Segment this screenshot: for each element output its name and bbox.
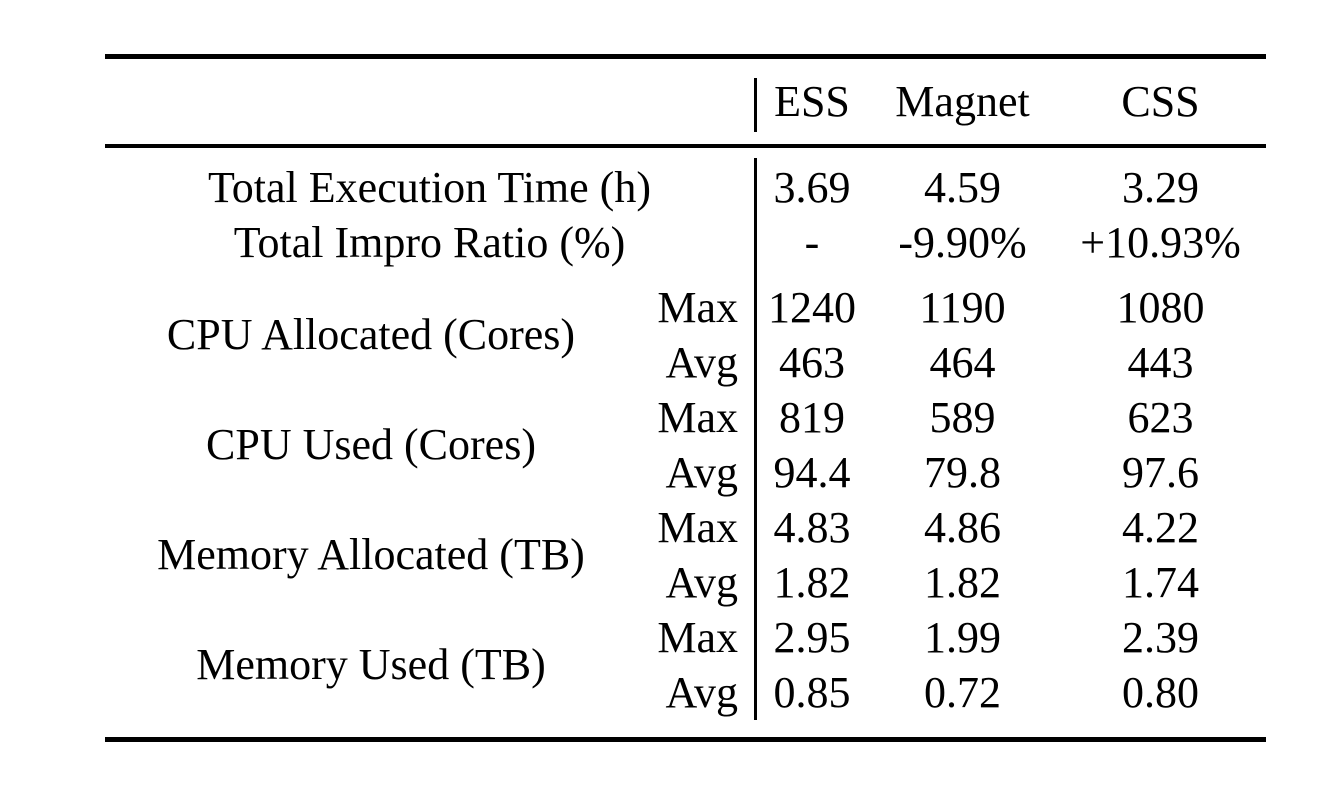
- cell-value: 589: [929, 392, 996, 442]
- cell-value: 464: [929, 337, 996, 387]
- cell-value: 3.69: [773, 162, 851, 212]
- row-label-total-impro-ratio: Total Impro Ratio (%): [233, 218, 626, 268]
- column-header-ess: ESS: [774, 76, 850, 126]
- cell-value: 4.86: [924, 502, 1001, 552]
- stat-label-avg: Avg: [665, 447, 738, 497]
- results-table: ESS Magnet CSS Total Execution Time (h) …: [105, 54, 1266, 742]
- cell-value: 1240: [768, 282, 856, 332]
- cell-value: 623: [1127, 392, 1194, 442]
- cell-value: 1080: [1116, 282, 1205, 332]
- group-label-memory-used: Memory Used (TB): [196, 640, 546, 689]
- column-header-magnet: Magnet: [895, 76, 1030, 126]
- cell-value: 1.99: [924, 612, 1001, 662]
- stat-label-avg: Avg: [665, 667, 738, 717]
- cell-value: 0.85: [773, 667, 851, 717]
- cell-value: 4.83: [773, 502, 851, 552]
- header-column-divider-line: [754, 78, 757, 132]
- row-label-total-execution-time: Total Execution Time (h): [208, 162, 651, 212]
- stat-label-max: Max: [657, 392, 738, 442]
- stat-label-avg: Avg: [665, 557, 738, 607]
- cell-value: 3.29: [1122, 162, 1199, 212]
- cell-value: 4.59: [924, 162, 1001, 212]
- stat-label-max: Max: [657, 612, 738, 662]
- cell-value: 0.72: [924, 667, 1001, 717]
- cell-value: 1.82: [773, 557, 851, 607]
- cell-value: 94.4: [773, 447, 851, 497]
- cell-value: 1.82: [924, 557, 1001, 607]
- cell-value: +10.93%: [1080, 218, 1241, 268]
- cell-value: 443: [1127, 337, 1194, 387]
- group-label-cpu-used: CPU Used (Cores): [206, 420, 536, 469]
- cell-value: 79.8: [924, 447, 1001, 497]
- cell-value: 819: [779, 392, 845, 442]
- cell-value: 0.80: [1122, 667, 1199, 717]
- group-label-memory-allocated: Memory Allocated (TB): [157, 530, 585, 579]
- group-label-cpu-allocated: CPU Allocated (Cores): [166, 310, 576, 359]
- cell-value: 1.74: [1122, 557, 1199, 607]
- results-table-grid: ESS Magnet CSS Total Execution Time (h) …: [105, 59, 1266, 737]
- column-header-css: CSS: [1121, 76, 1200, 126]
- cell-value: 4.22: [1122, 502, 1199, 552]
- cell-value: 2.95: [773, 612, 851, 662]
- cell-value: 97.6: [1122, 447, 1199, 497]
- cell-value: -9.90%: [898, 218, 1027, 268]
- body-column-divider-line: [754, 158, 757, 720]
- stat-label-avg: Avg: [665, 337, 738, 387]
- cell-value: -: [804, 218, 820, 268]
- stat-label-max: Max: [657, 282, 738, 332]
- mid-rule: [105, 144, 1266, 148]
- stat-label-max: Max: [657, 502, 738, 552]
- cell-value: 463: [779, 337, 845, 387]
- cell-value: 1190: [919, 282, 1006, 332]
- cell-value: 2.39: [1122, 612, 1199, 662]
